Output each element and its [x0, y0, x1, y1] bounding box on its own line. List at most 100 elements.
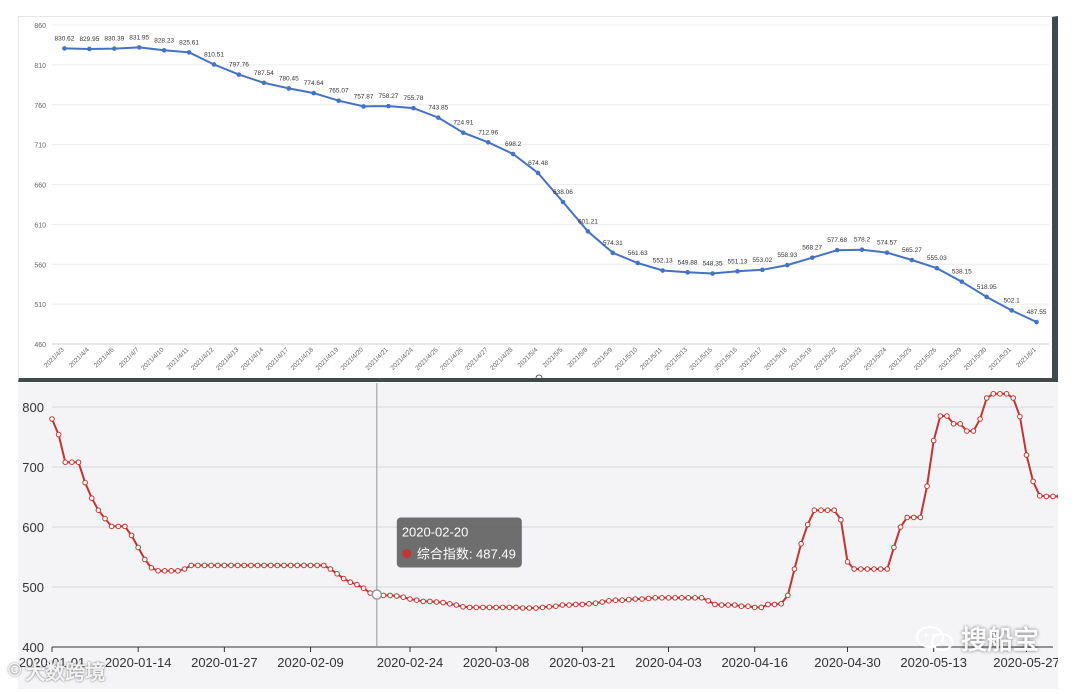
data-point [990, 391, 997, 397]
x-tick-label: 2020-05-27 [993, 655, 1058, 670]
data-point [897, 524, 904, 530]
data-point [62, 46, 67, 51]
data-point [758, 604, 765, 611]
x-tick-label: 2021/5/10 [614, 346, 640, 372]
x-tick-label: 2021/4/24 [389, 346, 415, 372]
data-point [460, 604, 466, 610]
x-tick-label: 2021/4/21 [365, 346, 391, 372]
data-label: 755.78 [403, 95, 423, 102]
data-point [386, 103, 391, 109]
data-point [87, 46, 92, 52]
data-point [387, 592, 393, 599]
data-point [1017, 413, 1023, 420]
data-point [964, 428, 970, 434]
data-point [102, 515, 108, 522]
data-label: 638.06 [553, 189, 573, 196]
data-point [188, 562, 195, 569]
x-tick-label: 2020-03-21 [549, 655, 616, 670]
x-tick-label: 2021/5/9 [591, 346, 614, 369]
data-point [784, 262, 790, 268]
data-label: 828.23 [154, 37, 174, 44]
data-point [560, 199, 566, 205]
data-point [1036, 493, 1043, 499]
tooltip-marker [402, 549, 412, 559]
x-tick-label: 2020-04-30 [814, 655, 881, 670]
tooltip-box [396, 517, 522, 568]
data-point [718, 602, 725, 608]
data-point [665, 595, 672, 601]
data-point [311, 90, 317, 96]
data-point [791, 566, 798, 572]
data-point [944, 413, 950, 419]
data-label: 549.88 [678, 259, 698, 266]
x-tick-label: 2021/5/15 [689, 346, 715, 372]
y-tick-label: 510 [34, 302, 46, 309]
data-point [977, 416, 983, 422]
data-point [1030, 478, 1036, 485]
data-point [838, 517, 844, 523]
data-point [354, 581, 360, 588]
data-label: 555.03 [927, 255, 947, 262]
data-point [1034, 319, 1039, 325]
data-point [236, 72, 242, 77]
data-point [844, 559, 851, 565]
data-point [413, 597, 420, 603]
data-point [771, 601, 778, 608]
data-point [712, 601, 718, 608]
x-tick-label: 2021/5/16 [713, 346, 739, 372]
data-label: 487.55 [1027, 309, 1047, 316]
x-tick-label: 2021/4/17 [265, 346, 291, 372]
x-tick-label: 2020-01-14 [105, 655, 172, 670]
x-tick-label: 2020-01-27 [191, 655, 258, 670]
data-point [984, 294, 989, 300]
data-point [281, 562, 287, 569]
series-line [64, 46, 1037, 323]
x-tick-label: 2021/4/26 [439, 346, 465, 372]
data-point [287, 562, 294, 569]
data-point [307, 562, 314, 569]
y-tick-label: 800 [22, 400, 44, 415]
data-point [168, 568, 175, 574]
x-tick-label: 2021/4/3 [43, 346, 66, 369]
data-point [294, 562, 301, 569]
x-tick-label: 2021/5/24 [863, 346, 889, 372]
data-point [393, 593, 400, 599]
data-point [248, 562, 254, 569]
data-label: 830.62 [55, 35, 75, 42]
data-label: 552.13 [653, 258, 673, 265]
data-point [937, 413, 944, 419]
data-point [851, 566, 857, 572]
x-tick-label: 2020-02-09 [277, 655, 344, 670]
data-point [142, 556, 148, 563]
y-tick-label: 660 [34, 183, 46, 190]
data-point [785, 592, 791, 599]
data-point [760, 267, 765, 273]
data-point [314, 562, 320, 569]
x-tick-label: 2021/4/4 [68, 346, 91, 369]
data-point [632, 596, 639, 602]
data-point [440, 599, 446, 606]
data-point [360, 585, 367, 591]
data-point [610, 250, 616, 256]
data-point [566, 602, 572, 608]
data-point [301, 562, 307, 569]
data-label: 568.27 [802, 245, 822, 252]
data-point [811, 507, 818, 513]
data-label: 831.95 [129, 34, 149, 41]
data-point [519, 605, 526, 611]
data-point [559, 602, 566, 608]
x-tick-label: 2021/5/17 [738, 346, 764, 372]
data-point [606, 598, 612, 604]
watermark-right-text: 搜船宝 [961, 625, 1040, 655]
data-point [420, 598, 427, 605]
watermark-left-text: 大数跨境 [25, 662, 106, 684]
watermark-left: © 大数跨境 [8, 656, 105, 685]
data-label: 577.68 [827, 237, 847, 244]
data-point [997, 391, 1003, 397]
data-point [327, 566, 334, 572]
y-tick-label: 610 [34, 222, 46, 229]
chart-bottom-panel: 400 500 600 700 800 2020-01-01 2020-01-14 2020-… [18, 383, 1070, 689]
data-point [466, 604, 473, 611]
data-point [241, 562, 248, 569]
series-line [51, 392, 1067, 609]
